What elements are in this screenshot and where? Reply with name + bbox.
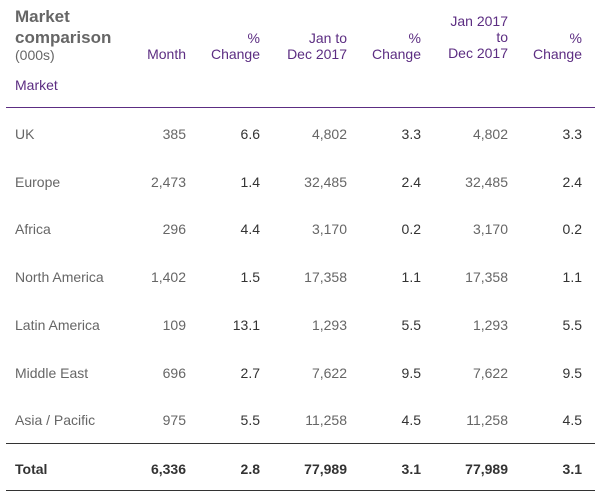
cell-ytd-change: 9.5: [562, 365, 582, 381]
cell-ytd-change: 5.5: [562, 317, 582, 333]
cell-month-change: 1.5: [240, 269, 260, 285]
cell-ytd: 17,358: [465, 269, 508, 285]
cell-ytd: 1,293: [472, 317, 508, 333]
cell-jan-to-dec: 17,358: [304, 269, 347, 285]
table-units: (000s): [15, 47, 55, 63]
cell-jan-to-dec-change: 9.5: [401, 365, 421, 381]
total-jan-to-dec-change: 3.1: [401, 461, 421, 477]
column-header-month-change: % Change: [210, 30, 260, 62]
cell-ytd: 4,802: [472, 126, 508, 142]
market-name: UK: [15, 126, 35, 142]
total-divider: [6, 443, 595, 444]
column-header-jan-to-dec-change: % Change: [371, 30, 421, 62]
table-row: Asia / Pacific 975 5.5 11,258 4.5 11,258…: [0, 412, 600, 432]
market-name: Latin America: [15, 317, 100, 333]
cell-jan-to-dec: 4,802: [311, 126, 347, 142]
column-header-ytd-change: % Change: [532, 30, 582, 62]
market-name: Middle East: [15, 365, 89, 381]
cell-month-change: 2.7: [240, 365, 260, 381]
cell-jan-to-dec: 11,258: [305, 412, 347, 428]
column-header-jan-to-dec: Jan to Dec 2017: [287, 30, 347, 62]
cell-ytd-change: 4.5: [562, 412, 582, 428]
table-row: UK 385 6.6 4,802 3.3 4,802 3.3: [0, 126, 600, 146]
cell-jan-to-dec-change: 2.4: [401, 174, 421, 190]
total-month-change: 2.8: [240, 461, 260, 477]
column-header-jan-2017-to-dec-2017: Jan 2017 to Dec 2017: [448, 13, 508, 61]
total-label: Total: [15, 461, 48, 477]
cell-month: 1,402: [150, 269, 186, 285]
cell-jan-to-dec: 32,485: [304, 174, 347, 190]
cell-ytd: 11,258: [466, 412, 508, 428]
cell-jan-to-dec-change: 0.2: [401, 221, 421, 237]
total-jan-to-dec: 77,989: [304, 461, 347, 477]
cell-jan-to-dec-change: 5.5: [401, 317, 421, 333]
cell-ytd-change: 3.3: [562, 126, 582, 142]
cell-ytd: 32,485: [465, 174, 508, 190]
market-name: Europe: [15, 174, 61, 190]
cell-jan-to-dec-change: 3.3: [401, 126, 421, 142]
cell-ytd: 7,622: [472, 365, 508, 381]
column-header-month: Month: [147, 46, 186, 62]
table-title: Market comparison: [15, 7, 112, 47]
cell-jan-to-dec-change: 4.5: [401, 412, 421, 428]
table-row: Latin America 109 13.1 1,293 5.5 1,293 5…: [0, 317, 600, 337]
cell-ytd: 3,170: [472, 221, 508, 237]
table-row: North America 1,402 1.5 17,358 1.1 17,35…: [0, 269, 600, 289]
market-name: North America: [15, 269, 104, 285]
cell-month: 696: [162, 365, 186, 381]
cell-jan-to-dec: 3,170: [311, 221, 347, 237]
total-month: 6,336: [150, 461, 186, 477]
table-row: Europe 2,473 1.4 32,485 2.4 32,485 2.4: [0, 174, 600, 194]
cell-month-change: 1.4: [240, 174, 260, 190]
cell-ytd-change: 1.1: [562, 269, 582, 285]
total-ytd-change: 3.1: [562, 461, 582, 477]
table-bottom-border: [6, 490, 595, 491]
market-column-header: Market: [15, 77, 58, 93]
market-name: Asia / Pacific: [15, 412, 96, 428]
cell-jan-to-dec: 7,622: [311, 365, 347, 381]
cell-month-change: 13.1: [232, 317, 260, 333]
cell-jan-to-dec-change: 1.1: [401, 269, 421, 285]
header-divider: [6, 107, 595, 108]
table-row: Middle East 696 2.7 7,622 9.5 7,622 9.5: [0, 365, 600, 385]
cell-month: 2,473: [150, 174, 186, 190]
cell-ytd-change: 0.2: [562, 221, 582, 237]
cell-month-change: 6.6: [240, 126, 260, 142]
total-row: Total 6,336 2.8 77,989 3.1 77,989 3.1: [0, 461, 600, 481]
cell-month-change: 4.4: [240, 221, 260, 237]
cell-month: 109: [162, 317, 186, 333]
cell-month: 296: [162, 221, 186, 237]
table-row: Africa 296 4.4 3,170 0.2 3,170 0.2: [0, 221, 600, 241]
total-ytd: 77,989: [465, 461, 508, 477]
cell-ytd-change: 2.4: [562, 174, 582, 190]
cell-month-change: 5.5: [240, 412, 260, 428]
cell-jan-to-dec: 1,293: [311, 317, 347, 333]
market-name: Africa: [15, 221, 51, 237]
cell-month: 385: [162, 126, 186, 142]
cell-month: 975: [162, 412, 186, 428]
